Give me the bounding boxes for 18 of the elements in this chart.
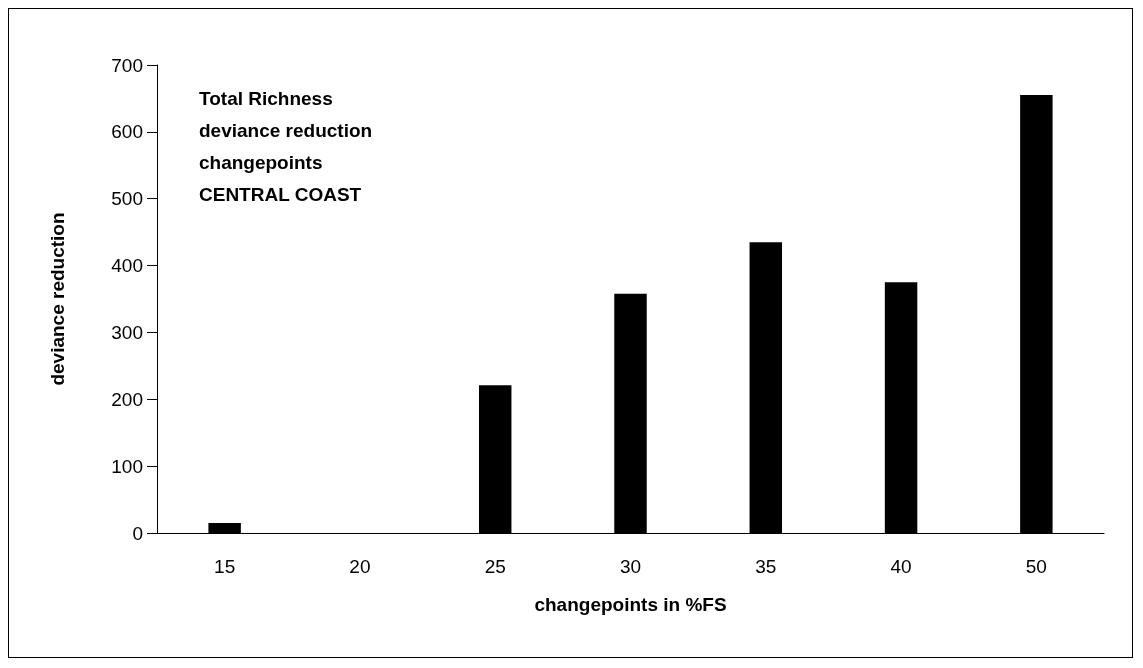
y-tick-label: 500	[111, 188, 143, 210]
x-tick-label: 25	[484, 556, 506, 577]
y-tick-label: 200	[111, 388, 143, 410]
y-tick-label: 700	[111, 54, 143, 76]
y-tick-label: 400	[111, 255, 143, 277]
x-tick-label: 35	[755, 556, 777, 577]
x-tick-label: 15	[214, 556, 236, 577]
y-axis-title: deviance reduction	[47, 212, 68, 386]
x-tick-label: 50	[1025, 556, 1047, 577]
x-tick-label: 40	[890, 556, 912, 577]
y-tick-label: 600	[111, 121, 143, 143]
y-tick-label: 0	[132, 522, 143, 544]
x-tick-label: 30	[619, 556, 642, 577]
text: Total Richness deviance reduction changepoints CENTRAL COAST	[199, 87, 373, 205]
y-tick-label: 300	[111, 321, 143, 343]
x-tick-label: 20	[349, 556, 371, 577]
y-tick-label: 100	[111, 455, 143, 477]
x-axis-title: changepoints in %FS	[534, 594, 727, 615]
